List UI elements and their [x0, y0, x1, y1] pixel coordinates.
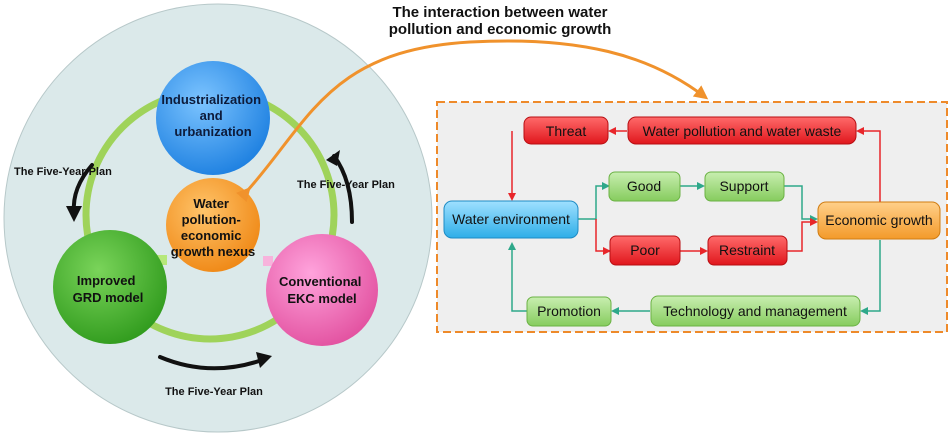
svg-text:Economic growth: Economic growth	[825, 212, 932, 228]
connector-left	[157, 255, 167, 265]
connectors	[508, 127, 881, 315]
node-support: Support	[704, 171, 785, 202]
plan-label-bottom: The Five-Year Plan	[165, 386, 263, 398]
plan-label-left: The Five-Year Plan	[14, 166, 112, 178]
left-panel: Industrialization and urbanization Water…	[3, 3, 433, 433]
title-block: The interaction between water pollution …	[389, 4, 612, 38]
node-good: Good	[608, 171, 681, 202]
orange-link-arrow	[236, 39, 709, 203]
circle-ekc-model	[266, 234, 378, 346]
node-threat: Threat	[523, 116, 609, 145]
svg-text:Water environment: Water environment	[452, 211, 570, 227]
title-line-1: The interaction between water	[392, 4, 607, 21]
right-panel: Threat Water pollution and water waste W…	[436, 101, 948, 333]
plan-label-right: The Five-Year Plan	[297, 179, 395, 191]
svg-text:Good: Good	[627, 178, 661, 194]
svg-text:Technology and management: Technology and management	[663, 303, 847, 319]
svg-text:Threat: Threat	[546, 123, 587, 139]
node-water-pollution: Water pollution and water waste	[627, 116, 857, 145]
ekc-model-label: Conventional EKC model	[279, 274, 365, 306]
node-economic-growth: Economic growth	[817, 201, 941, 240]
grd-model-label: Improved GRD model	[73, 273, 144, 305]
arrow-bottom-right	[158, 355, 264, 371]
node-poor: Poor	[609, 235, 681, 266]
svg-text:Support: Support	[719, 178, 768, 194]
circle-grd-model	[53, 230, 167, 344]
node-restraint: Restraint	[707, 235, 788, 266]
arrowhead-bottom	[256, 352, 272, 368]
nexus-label: Water pollution- economic growth nexus	[171, 196, 256, 259]
node-water-environment: Water environment	[443, 200, 579, 239]
node-promotion: Promotion	[526, 296, 612, 327]
svg-text:Water pollution and water wast: Water pollution and water waste	[643, 123, 842, 139]
svg-text:Restraint: Restraint	[719, 242, 775, 258]
title-line-2: pollution and economic growth	[389, 21, 612, 38]
arrowhead-left	[66, 206, 82, 222]
svg-text:Poor: Poor	[630, 242, 660, 258]
node-technology: Technology and management	[650, 295, 861, 327]
connector-right	[263, 256, 273, 266]
svg-text:Promotion: Promotion	[537, 303, 601, 319]
